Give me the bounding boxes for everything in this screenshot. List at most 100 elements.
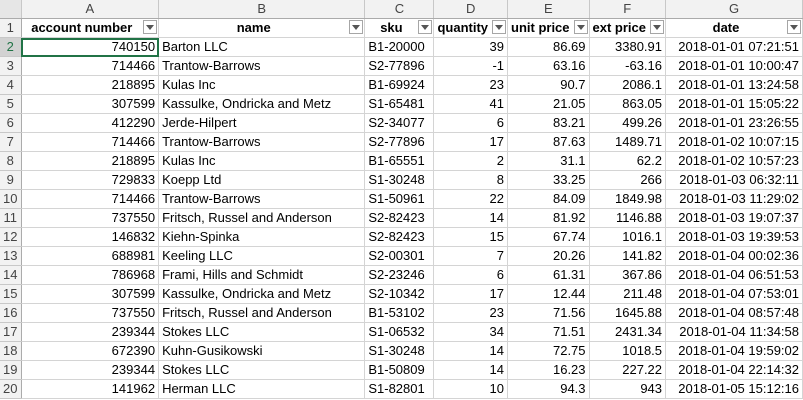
filter-dropdown-icon[interactable]	[787, 20, 801, 34]
cell-ext-price[interactable]: 1018.5	[589, 341, 667, 361]
row-number[interactable]: 14	[0, 265, 22, 285]
cell-date[interactable]: 2018-01-01 10:00:47	[665, 56, 803, 76]
cell-ext-price[interactable]: -63.16	[589, 56, 667, 76]
cell-sku[interactable]: B1-53102	[364, 303, 435, 323]
cell-name[interactable]: Trantow-Barrows	[158, 132, 366, 152]
header-cell-sku[interactable]: sku	[364, 18, 435, 38]
cell-date[interactable]: 2018-01-04 22:14:32	[665, 360, 803, 380]
header-cell-account-number[interactable]: account number	[21, 18, 160, 38]
column-header-d[interactable]: D	[433, 0, 509, 19]
cell-sku[interactable]: B1-20000	[364, 37, 435, 57]
cell-account-number[interactable]: 412290	[21, 113, 160, 133]
cell-unit-price[interactable]: 86.69	[507, 37, 590, 57]
cell-name[interactable]: Jerde-Hilpert	[158, 113, 366, 133]
cell-date[interactable]: 2018-01-04 07:53:01	[665, 284, 803, 304]
cell-date[interactable]: 2018-01-03 19:39:53	[665, 227, 803, 247]
cell-unit-price[interactable]: 83.21	[507, 113, 590, 133]
cell-quantity[interactable]: 14	[433, 208, 509, 228]
cell-quantity[interactable]: 7	[433, 246, 509, 266]
column-header-g[interactable]: G	[665, 0, 803, 19]
cell-account-number[interactable]: 786968	[21, 265, 160, 285]
cell-ext-price[interactable]: 227.22	[589, 360, 667, 380]
cell-account-number[interactable]: 307599	[21, 94, 160, 114]
row-number[interactable]: 16	[0, 303, 22, 323]
cell-ext-price[interactable]: 1016.1	[589, 227, 667, 247]
cell-ext-price[interactable]: 367.86	[589, 265, 667, 285]
cell-quantity[interactable]: 17	[433, 284, 509, 304]
row-number[interactable]: 9	[0, 170, 22, 190]
cell-name[interactable]: Stokes LLC	[158, 360, 366, 380]
cell-name[interactable]: Frami, Hills and Schmidt	[158, 265, 366, 285]
cell-account-number[interactable]: 740150	[21, 37, 160, 57]
cell-account-number[interactable]: 729833	[21, 170, 160, 190]
row-number[interactable]: 11	[0, 208, 22, 228]
header-cell-ext-price[interactable]: ext price	[589, 18, 667, 38]
cell-sku[interactable]: S1-30248	[364, 170, 435, 190]
cell-quantity[interactable]: 39	[433, 37, 509, 57]
select-all-corner[interactable]	[0, 0, 22, 19]
cell-sku[interactable]: B1-50809	[364, 360, 435, 380]
cell-date[interactable]: 2018-01-02 10:07:15	[665, 132, 803, 152]
cell-name[interactable]: Kuhn-Gusikowski	[158, 341, 366, 361]
cell-unit-price[interactable]: 21.05	[507, 94, 590, 114]
cell-unit-price[interactable]: 61.31	[507, 265, 590, 285]
cell-sku[interactable]: S2-77896	[364, 56, 435, 76]
cell-unit-price[interactable]: 87.63	[507, 132, 590, 152]
cell-sku[interactable]: S1-06532	[364, 322, 435, 342]
cell-date[interactable]: 2018-01-03 11:29:02	[665, 189, 803, 209]
cell-account-number[interactable]: 141962	[21, 379, 160, 399]
cell-name[interactable]: Kassulke, Ondricka and Metz	[158, 94, 366, 114]
cell-account-number[interactable]: 714466	[21, 56, 160, 76]
row-number[interactable]: 12	[0, 227, 22, 247]
row-number[interactable]: 7	[0, 132, 22, 152]
cell-unit-price[interactable]: 81.92	[507, 208, 590, 228]
cell-unit-price[interactable]: 33.25	[507, 170, 590, 190]
cell-sku[interactable]: S2-34077	[364, 113, 435, 133]
cell-sku[interactable]: S1-65481	[364, 94, 435, 114]
cell-name[interactable]: Kulas Inc	[158, 75, 366, 95]
cell-date[interactable]: 2018-01-04 00:02:36	[665, 246, 803, 266]
cell-ext-price[interactable]: 943	[589, 379, 667, 399]
header-cell-name[interactable]: name	[158, 18, 366, 38]
cell-ext-price[interactable]: 2431.34	[589, 322, 667, 342]
cell-quantity[interactable]: 34	[433, 322, 509, 342]
cell-unit-price[interactable]: 20.26	[507, 246, 590, 266]
cell-unit-price[interactable]: 94.3	[507, 379, 590, 399]
row-number[interactable]: 5	[0, 94, 22, 114]
cell-name[interactable]: Trantow-Barrows	[158, 56, 366, 76]
cell-date[interactable]: 2018-01-05 15:12:16	[665, 379, 803, 399]
cell-ext-price[interactable]: 2086.1	[589, 75, 667, 95]
cell-quantity[interactable]: 6	[433, 113, 509, 133]
cell-sku[interactable]: S2-23246	[364, 265, 435, 285]
row-number[interactable]: 2	[0, 37, 22, 57]
cell-name[interactable]: Fritsch, Russel and Anderson	[158, 303, 366, 323]
cell-account-number[interactable]: 218895	[21, 75, 160, 95]
cell-account-number[interactable]: 737550	[21, 208, 160, 228]
cell-quantity[interactable]: 41	[433, 94, 509, 114]
column-header-e[interactable]: E	[507, 0, 590, 19]
row-number[interactable]: 8	[0, 151, 22, 171]
cell-sku[interactable]: S2-10342	[364, 284, 435, 304]
cell-ext-price[interactable]: 499.26	[589, 113, 667, 133]
cell-account-number[interactable]: 737550	[21, 303, 160, 323]
row-number[interactable]: 18	[0, 341, 22, 361]
header-cell-date[interactable]: date	[665, 18, 803, 38]
cell-ext-price[interactable]: 1849.98	[589, 189, 667, 209]
cell-ext-price[interactable]: 1645.88	[589, 303, 667, 323]
column-header-c[interactable]: C	[364, 0, 435, 19]
cell-ext-price[interactable]: 266	[589, 170, 667, 190]
cell-sku[interactable]: S1-30248	[364, 341, 435, 361]
cell-account-number[interactable]: 714466	[21, 132, 160, 152]
cell-name[interactable]: Trantow-Barrows	[158, 189, 366, 209]
row-number[interactable]: 1	[0, 18, 22, 38]
cell-ext-price[interactable]: 211.48	[589, 284, 667, 304]
filter-dropdown-icon[interactable]	[349, 20, 364, 34]
row-number[interactable]: 10	[0, 189, 22, 209]
cell-account-number[interactable]: 307599	[21, 284, 160, 304]
cell-name[interactable]: Kassulke, Ondricka and Metz	[158, 284, 366, 304]
row-number[interactable]: 3	[0, 56, 22, 76]
column-header-f[interactable]: F	[589, 0, 667, 19]
cell-name[interactable]: Stokes LLC	[158, 322, 366, 342]
cell-date[interactable]: 2018-01-01 07:21:51	[665, 37, 803, 57]
cell-name[interactable]: Barton LLC	[158, 37, 366, 57]
